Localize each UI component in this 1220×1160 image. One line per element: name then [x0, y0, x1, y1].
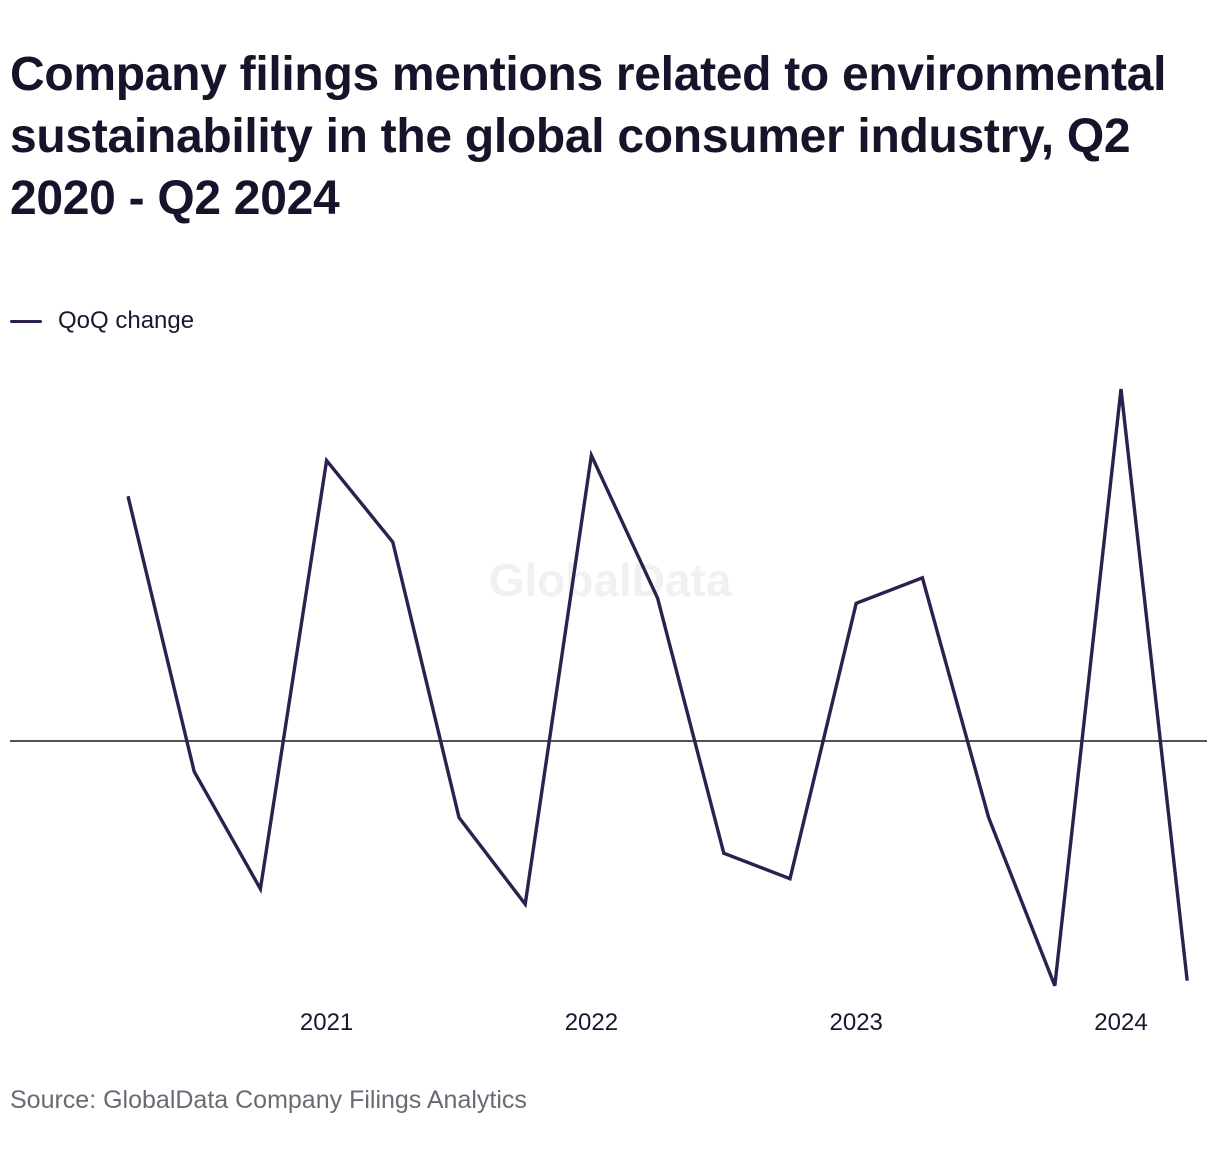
data-point-q2-2022: [654, 594, 662, 602]
legend-swatch: [10, 319, 42, 323]
data-point-q2-2020: [124, 492, 132, 500]
data-point-q1-2021: [323, 457, 331, 465]
data-point-q4-2022: [786, 875, 794, 883]
x-tick-label-2024: 2024: [1094, 1009, 1147, 1036]
data-point-q4-2020: [256, 885, 264, 893]
data-point-q1-2022: [587, 451, 595, 459]
chart-title: Company filings mentions related to envi…: [10, 48, 1167, 225]
data-point-q1-2024: [1117, 385, 1125, 393]
data-point-q3-2021: [455, 814, 463, 822]
data-point-q3-2023: [985, 814, 993, 822]
data-point-q2-2021: [389, 538, 397, 546]
series-line-0: [126, 388, 1189, 987]
data-point-q3-2022: [720, 849, 728, 857]
plot-layer: 2021 2022 2023 2024: [10, 385, 1207, 1036]
data-point-q1-2023: [852, 599, 860, 607]
data-point-q2-2023: [918, 574, 926, 582]
data-point-q3-2020: [190, 768, 198, 776]
x-tick-label-2022: 2022: [565, 1009, 618, 1036]
watermark: GlobalData: [489, 554, 732, 606]
x-tick-label-2021: 2021: [300, 1009, 353, 1036]
source-note: Source: GlobalData Company Filings Analy…: [10, 1086, 527, 1114]
legend: QoQ change: [10, 306, 194, 336]
data-point-q4-2023: [1051, 982, 1059, 990]
x-tick-label-2023: 2023: [830, 1009, 883, 1036]
data-point-q4-2021: [521, 900, 529, 908]
legend-label: QoQ change: [58, 307, 195, 334]
data-point-q2-2024: [1183, 977, 1191, 985]
